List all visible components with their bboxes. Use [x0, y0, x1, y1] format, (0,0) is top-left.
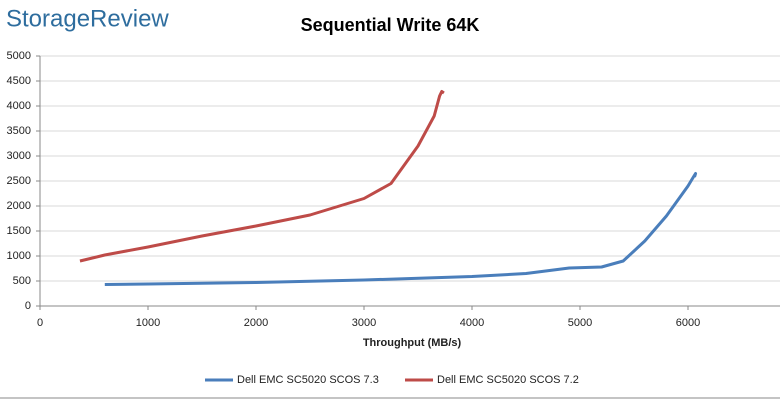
x-tick-label: 3000: [352, 317, 376, 329]
x-tick-label: 4000: [460, 317, 484, 329]
y-tick-label: 2500: [7, 175, 31, 187]
chart-title: Sequential Write 64K: [301, 15, 480, 35]
series-line: [104, 172, 698, 286]
x-tick-label: 0: [37, 317, 43, 329]
y-tick-label: 4000: [7, 100, 31, 112]
legend-label: Dell EMC SC5020 SCOS 7.2: [437, 374, 579, 386]
y-tick-label: 500: [13, 275, 31, 287]
legend-label: Dell EMC SC5020 SCOS 7.3: [237, 374, 379, 386]
x-tick-label: 1000: [136, 317, 160, 329]
y-tick-label: 1500: [7, 225, 31, 237]
x-tick-label: 2000: [244, 317, 268, 329]
x-tick-label: 5000: [568, 317, 592, 329]
y-tick-label: 2000: [7, 200, 31, 212]
y-tick-label: 1000: [7, 250, 31, 262]
y-tick-label: 0: [25, 300, 31, 312]
x-axis-label: Throughput (MB/s): [363, 337, 462, 349]
logo: StorageReview: [6, 5, 169, 32]
y-tick-label: 3500: [7, 125, 31, 137]
x-tick-label: 6000: [676, 317, 700, 329]
y-tick-label: 4500: [7, 75, 31, 87]
series-line: [79, 90, 445, 263]
y-tick-label: 3000: [7, 150, 31, 162]
y-tick-label: 5000: [7, 50, 31, 62]
